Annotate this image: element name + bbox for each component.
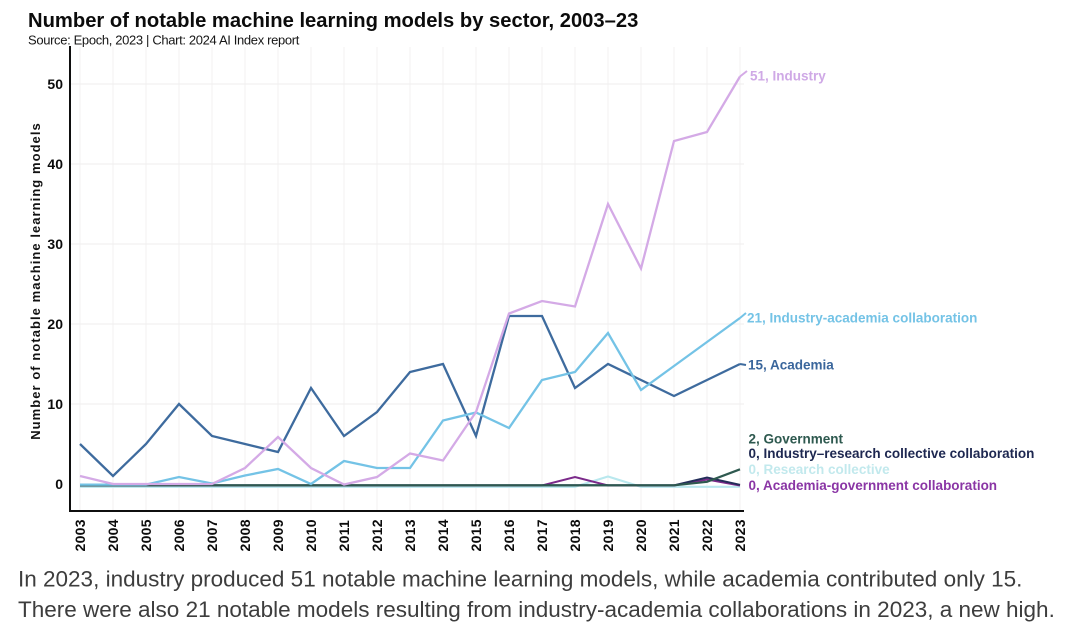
svg-text:2016: 2016	[501, 519, 517, 551]
svg-text:2019: 2019	[600, 519, 616, 551]
svg-text:2021: 2021	[666, 519, 682, 551]
svg-text:Source: Epoch, 2023 | Chart: 2: Source: Epoch, 2023 | Chart: 2024 AI Ind…	[28, 33, 300, 48]
svg-text:2005: 2005	[138, 519, 154, 551]
svg-text:2015: 2015	[468, 519, 484, 551]
svg-text:15, Academia: 15, Academia	[748, 358, 834, 373]
svg-text:Number of notable machine lear: Number of notable machine learning model…	[28, 10, 638, 32]
svg-text:2023: 2023	[732, 519, 748, 551]
svg-text:There were also 21 notable mod: There were also 21 notable models result…	[18, 597, 1055, 622]
svg-text:In 2023, industry produced 51: In 2023, industry produced 51 notable ma…	[18, 567, 1022, 592]
svg-text:30: 30	[47, 236, 63, 252]
svg-text:2007: 2007	[204, 519, 220, 551]
svg-text:0: 0	[55, 476, 63, 492]
svg-text:2017: 2017	[534, 519, 550, 551]
svg-text:40: 40	[47, 156, 63, 172]
svg-text:2020: 2020	[633, 519, 649, 551]
svg-text:2011: 2011	[336, 520, 352, 552]
svg-text:2012: 2012	[369, 519, 385, 551]
svg-text:Number of notable machine lear: Number of notable machine learning model…	[28, 122, 43, 440]
svg-text:2014: 2014	[435, 519, 451, 551]
svg-text:2022: 2022	[699, 519, 715, 551]
svg-text:2013: 2013	[402, 519, 418, 551]
svg-text:0, Research collective: 0, Research collective	[749, 462, 891, 477]
svg-text:10: 10	[47, 396, 63, 412]
svg-text:2008: 2008	[237, 519, 253, 551]
svg-text:21, Industry-academia collabor: 21, Industry-academia collaboration	[747, 311, 977, 326]
svg-text:20: 20	[47, 316, 63, 332]
svg-text:2006: 2006	[171, 519, 187, 551]
svg-text:50: 50	[47, 76, 63, 92]
svg-text:2018: 2018	[567, 519, 583, 551]
svg-text:0, Academia-government collabo: 0, Academia-government collaboration	[749, 478, 998, 493]
svg-text:2003: 2003	[72, 519, 88, 551]
svg-text:2004: 2004	[105, 519, 121, 551]
svg-text:2009: 2009	[270, 519, 286, 551]
svg-text:51, Industry: 51, Industry	[750, 69, 826, 84]
svg-text:0, Industry–research collectiv: 0, Industry–research collective collabor…	[749, 446, 1035, 461]
svg-text:2, Government: 2, Government	[749, 432, 844, 447]
svg-text:2010: 2010	[303, 519, 319, 551]
